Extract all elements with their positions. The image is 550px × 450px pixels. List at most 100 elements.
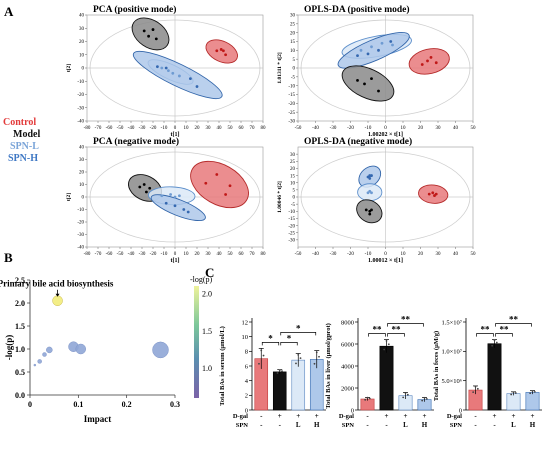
y-tick-label: 10 (79, 53, 85, 58)
y-tick-label: 0 (245, 407, 248, 414)
x-tick-label: 60 (239, 252, 245, 257)
bar-spn-h (525, 392, 540, 411)
dgal-marker: - (260, 412, 263, 420)
y-tick-label: -30 (288, 120, 295, 125)
y-tick-label: 25 (290, 160, 296, 165)
data-point-spn-l (370, 191, 373, 195)
replicate-point (260, 349, 263, 352)
row-label-dgal: D-gal (339, 413, 354, 420)
spn-marker: - (260, 421, 263, 429)
data-point-spn-l (178, 194, 181, 198)
y-tick-label: 30 (290, 153, 296, 158)
x-tick-label: 0 (174, 252, 177, 257)
y-tick-label: -15 (288, 93, 295, 98)
y-axis-label: Total BAs in liver (μmol/gprot) (325, 323, 332, 409)
data-point-control (215, 173, 219, 176)
bubble (37, 359, 42, 364)
y-tick-label: 0 (459, 407, 462, 414)
x-tick-label: -50 (295, 252, 302, 257)
dgal-marker: - (366, 412, 369, 420)
y-tick-label: 4 (245, 378, 249, 385)
replicate-point (295, 362, 297, 365)
x-tick-label: -80 (84, 252, 91, 257)
replicate-point (364, 398, 367, 401)
x-tick-label: 0 (28, 400, 32, 409)
group-ellipse-spn-h (132, 50, 223, 100)
x-tick-label: -70 (95, 252, 102, 257)
x-tick-label: -70 (95, 126, 102, 131)
dgal-marker: + (278, 412, 282, 420)
replicate-point (366, 396, 369, 399)
significance-bracket (280, 342, 298, 346)
y-tick-label: 4000 (341, 363, 354, 370)
y-tick-label: 0 (293, 196, 296, 201)
x-tick-label: -10 (365, 126, 372, 131)
x-tick-label: -60 (106, 252, 113, 257)
x-tick-label: -30 (139, 126, 146, 131)
x-tick-label: 20 (195, 252, 201, 257)
x-tick-label: -10 (161, 252, 168, 257)
data-point-spn-h (356, 54, 359, 58)
y-tick-label: 8000 (341, 319, 354, 326)
replicate-point (258, 362, 260, 365)
y-tick-label: 20 (290, 31, 296, 36)
data-point-spn-h (195, 85, 199, 88)
x-axis-label: t[1] (171, 258, 180, 264)
row-label-dgal: D-gal (447, 413, 462, 420)
y-tick-label: -40 (77, 246, 84, 251)
data-point-control (215, 49, 219, 53)
data-point-spn-h (389, 40, 393, 43)
x-tick-label: -30 (139, 252, 146, 257)
y-tick-label: 0 (293, 67, 296, 72)
spn-marker: - (474, 421, 477, 429)
x-tick-label: -50 (117, 252, 124, 257)
y-axis-label: 1.00046 * t[2] (277, 181, 283, 213)
group-ellipse-control (205, 39, 238, 64)
x-tick-label: -30 (330, 126, 337, 131)
significance-label: * (268, 333, 273, 343)
y-axis-label: t[2] (66, 193, 72, 201)
data-point-spn-l (160, 66, 164, 70)
x-tick-label: 70 (250, 252, 256, 257)
group-ellipse-model (341, 65, 395, 102)
replicate-point (262, 354, 265, 357)
y-tick-label: -20 (288, 224, 295, 229)
x-tick-label: -80 (84, 126, 91, 131)
spn-marker: H (530, 421, 536, 429)
colorbar-tick-label: 1.5 (202, 327, 212, 336)
data-point-control (224, 193, 228, 196)
x-tick-label: 30 (436, 126, 442, 131)
significance-bracket (387, 333, 405, 337)
replicate-point (387, 343, 390, 346)
x-tick-label: -20 (347, 252, 354, 257)
data-point-model (154, 37, 158, 41)
x-tick-label: 50 (471, 252, 477, 257)
y-tick-label: 40 (79, 146, 85, 151)
data-point-control (204, 181, 208, 185)
x-tick-label: 80 (261, 126, 267, 131)
dgal-marker: + (423, 412, 427, 420)
bar-model (272, 371, 287, 411)
replicate-point (423, 396, 426, 399)
replicate-point (281, 370, 283, 373)
y-tick-label: 12 (242, 319, 249, 326)
data-point-model (145, 190, 148, 194)
bubble (33, 363, 37, 367)
y-tick-label: 2.0 (15, 299, 25, 308)
significance-label: ** (481, 325, 491, 335)
data-point-control (427, 192, 431, 196)
data-point-spn-h (189, 77, 192, 80)
y-tick-label: 1.0×10⁷ (441, 349, 462, 356)
legend-label-control: Control (3, 117, 36, 128)
y-tick-label: -30 (288, 239, 295, 244)
significance-label: ** (509, 315, 519, 325)
y-axis-label: Total BAs in serum (μmol/L) (219, 326, 226, 406)
data-point-model (363, 82, 366, 86)
data-point-control (434, 61, 438, 65)
y-axis-label: -log(p) (4, 335, 14, 361)
data-point-spn-l (370, 45, 373, 49)
y-tick-label: -25 (288, 231, 295, 236)
x-tick-label: -40 (312, 252, 319, 257)
